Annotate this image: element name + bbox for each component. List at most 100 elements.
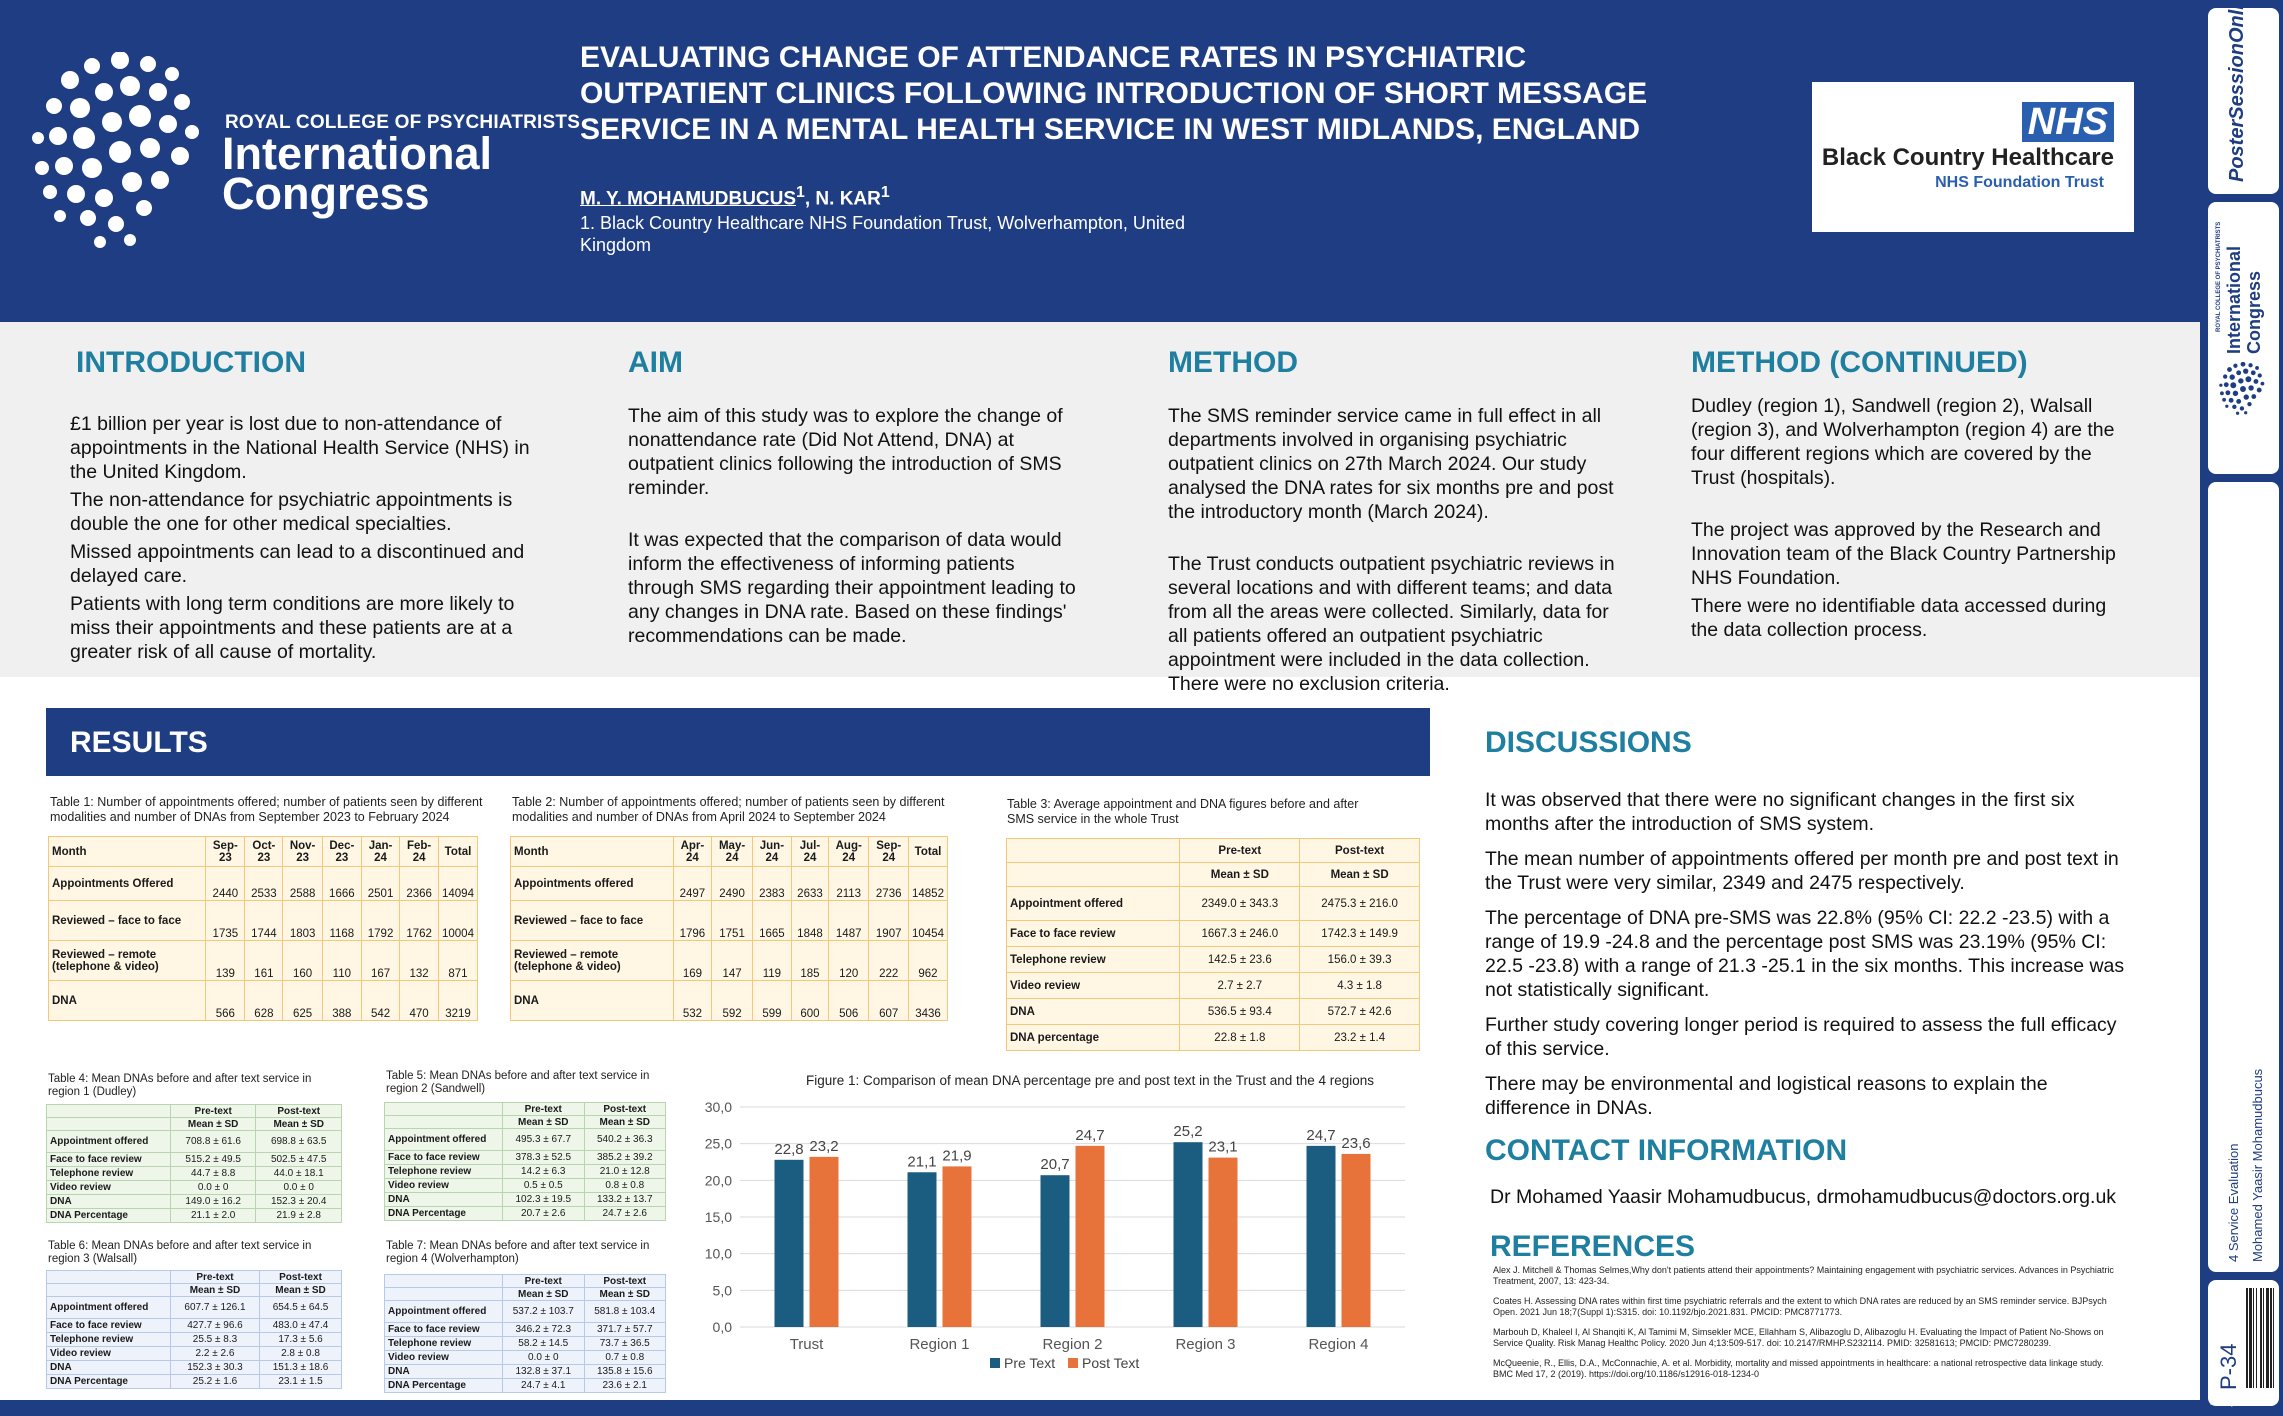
- table-cell: 600: [790, 980, 829, 1021]
- table-cell: Face to face review: [1005, 920, 1181, 947]
- table-cell: 142.5 ± 23.6: [1179, 946, 1301, 973]
- table-row: Video review 2.2 ± 2.6 2.8 ± 0.8: [46, 1346, 342, 1361]
- y-tick-label: 5,0: [713, 1282, 733, 1298]
- intro-p2: The non-attendance for psychiatric appoi…: [70, 489, 513, 535]
- table-cell: Reviewed – remote (telephone & video): [47, 940, 207, 981]
- table-cell: 2349.0 ± 343.3: [1179, 886, 1301, 921]
- table-cell: 23.2 ± 1.4: [1299, 1024, 1420, 1051]
- table-cell: 385.2 ± 39.2: [583, 1150, 666, 1165]
- table-cell: Telephone review: [46, 1166, 171, 1181]
- table-header-cell: Post-text: [255, 1104, 342, 1118]
- table-cell: DNA Percentage: [383, 1206, 504, 1221]
- table-cell: 2633: [790, 866, 829, 901]
- table-cell: 139: [205, 940, 246, 981]
- table-cell: 2.2 ± 2.6: [169, 1346, 261, 1361]
- discussion-p2: The mean number of appointments offered …: [1485, 848, 2119, 894]
- strip-tab-congress: ROYAL COLLEGE OF PSYCHIATRISTS Internati…: [2208, 202, 2279, 474]
- introduction-heading: INTRODUCTION: [76, 346, 306, 379]
- table-row: DNA 102.3 ± 19.5 133.2 ± 13.7: [383, 1192, 666, 1207]
- table-header-cell: Post-text: [259, 1270, 342, 1284]
- table-header-cell: Aug-24: [827, 836, 870, 867]
- table-cell: 708.8 ± 61.6: [169, 1130, 257, 1153]
- table-cell: 599: [751, 980, 792, 1021]
- table-cell: 2.8 ± 0.8: [259, 1346, 342, 1361]
- table-header-row: Mean ± SD Mean ± SD: [383, 1287, 666, 1301]
- aim-text: The aim of this study was to explore the…: [628, 404, 1083, 652]
- table-cell: 654.5 ± 64.5: [259, 1296, 342, 1319]
- table-cell: 2113: [827, 866, 870, 901]
- results-bar: [46, 708, 1430, 776]
- bottom-bar: [0, 1400, 2200, 1416]
- strip-tab-session: 4 Service Evaluation Mohamed Yaasir Moha…: [2208, 482, 2279, 1272]
- reference-item: Alex J. Mitchell & Thomas Selmes,Why don…: [1493, 1265, 2114, 1286]
- table-cell: 14094: [437, 866, 479, 901]
- data-label: 22,8: [774, 1141, 803, 1158]
- aim-p1: The aim of this study was to explore the…: [628, 405, 1063, 499]
- table-header-cell: Nov-23: [282, 836, 323, 867]
- table-cell: 17.3 ± 5.6: [259, 1332, 342, 1347]
- table-cell: Video review: [46, 1180, 171, 1195]
- method-continued-heading: METHOD (CONTINUED): [1691, 346, 2028, 379]
- author-2-sup: 1: [880, 184, 890, 201]
- chart-title: Figure 1: Comparison of mean DNA percent…: [805, 1073, 1375, 1088]
- table-cell: 25.2 ± 1.6: [169, 1374, 261, 1389]
- table-cell: 169: [672, 940, 713, 981]
- table-header-row: Pre-text Post-text: [46, 1270, 342, 1284]
- table2: Month Apr-24 May-24 Jun-24 Jul-24 Aug-24 Sep-2…: [510, 836, 949, 1021]
- table-cell: 1742.3 ± 149.9: [1299, 920, 1420, 947]
- strip-author: Mohamed Yaasir Mohamudbucus: [2250, 1068, 2265, 1262]
- table-cell: 378.3 ± 52.5: [502, 1150, 585, 1165]
- authors: M. Y. MOHAMUDBUCUS1, N. KAR1: [580, 184, 890, 210]
- table-header-cell: Sep-24: [868, 836, 909, 867]
- table-row: DNA Percentage 25.2 ± 1.6 23.1 ± 1.5: [46, 1374, 342, 1389]
- table-header-cell: Mean ± SD: [259, 1283, 342, 1297]
- table-row: DNA 152.3 ± 30.3 151.3 ± 18.6: [46, 1360, 342, 1375]
- table-cell: 1803: [282, 900, 323, 941]
- data-label: 21,1: [907, 1153, 936, 1170]
- table-cell: 542: [360, 980, 401, 1021]
- table-cell: 572.7 ± 42.6: [1299, 998, 1420, 1025]
- legend-label: Pre Text: [1004, 1355, 1055, 1371]
- table-cell: 44.7 ± 8.8: [169, 1166, 257, 1181]
- table-header-row: Mean ± SD Mean ± SD: [383, 1115, 666, 1129]
- table-cell: Face to face review: [383, 1322, 504, 1337]
- reference-item: McQueenie, R., Ellis, D.A., McConnachie,…: [1493, 1358, 2104, 1379]
- table-cell: Video review: [1005, 972, 1181, 999]
- table-cell: 25.5 ± 8.3: [169, 1332, 261, 1347]
- table-cell: 592: [711, 980, 753, 1021]
- table-header-cell: Total: [907, 836, 949, 867]
- table-header-cell: Pre-text: [502, 1102, 585, 1116]
- table-cell: 58.2 ± 14.5: [502, 1336, 585, 1351]
- table-header-cell: Pre-text: [169, 1270, 261, 1284]
- table-header-cell: Mean ± SD: [1299, 862, 1420, 887]
- table-header-cell: [383, 1287, 504, 1301]
- strip-org-international: International: [2224, 245, 2244, 354]
- table-header-row: Month Sep-23 Oct-23 Nov-23 Dec-23 Jan-24 Feb-2…: [47, 836, 479, 867]
- table-row: Face to face review 515.2 ± 49.5 502.5 ± 4…: [46, 1152, 342, 1167]
- table-cell: 962: [907, 940, 949, 981]
- table-row: Appointment offered 495.3 ± 67.7 540.2 ± 3…: [383, 1128, 666, 1151]
- table-cell: Appointment offered: [46, 1296, 171, 1319]
- table-cell: 502.5 ± 47.5: [255, 1152, 342, 1167]
- table6: Pre-text Post-text Mean ± SD Mean ± SD Appoi…: [46, 1270, 342, 1389]
- results-heading: RESULTS: [70, 726, 208, 759]
- table-cell: 698.8 ± 63.5: [255, 1130, 342, 1153]
- intro-p1: £1 billion per year is lost due to non-a…: [70, 413, 530, 483]
- table-cell: 0.0 ± 0: [169, 1180, 257, 1195]
- table-row: Appointment offered 708.8 ± 61.6 698.8 ± 6…: [46, 1130, 342, 1153]
- table-cell: DNA: [46, 1194, 171, 1209]
- table-row: Appointment offered 537.2 ± 103.7 581.8 ± …: [383, 1300, 666, 1323]
- table-row: Reviewed – remote (telephone & video) 139…: [47, 940, 479, 981]
- method-text: The SMS reminder service came in full ef…: [1168, 404, 1618, 700]
- strip-tab-pso[interactable]: PosterSessionOnline: [2208, 0, 2279, 194]
- table-header-cell: [46, 1104, 171, 1118]
- bar-post-text: [942, 1166, 972, 1327]
- table-cell: 2.7 ± 2.7: [1179, 972, 1301, 999]
- y-tick-label: 15,0: [705, 1209, 732, 1225]
- org-name-congress: Congress: [222, 168, 430, 219]
- table-cell: 102.3 ± 19.5: [502, 1192, 585, 1207]
- table-cell: 20.7 ± 2.6: [502, 1206, 585, 1221]
- table-header-cell: [46, 1270, 171, 1284]
- table-cell: 0.8 ± 0.8: [583, 1178, 666, 1193]
- table3: Pre-text Post-text Mean ± SD Mean ± SD Appoi…: [1005, 838, 1420, 1051]
